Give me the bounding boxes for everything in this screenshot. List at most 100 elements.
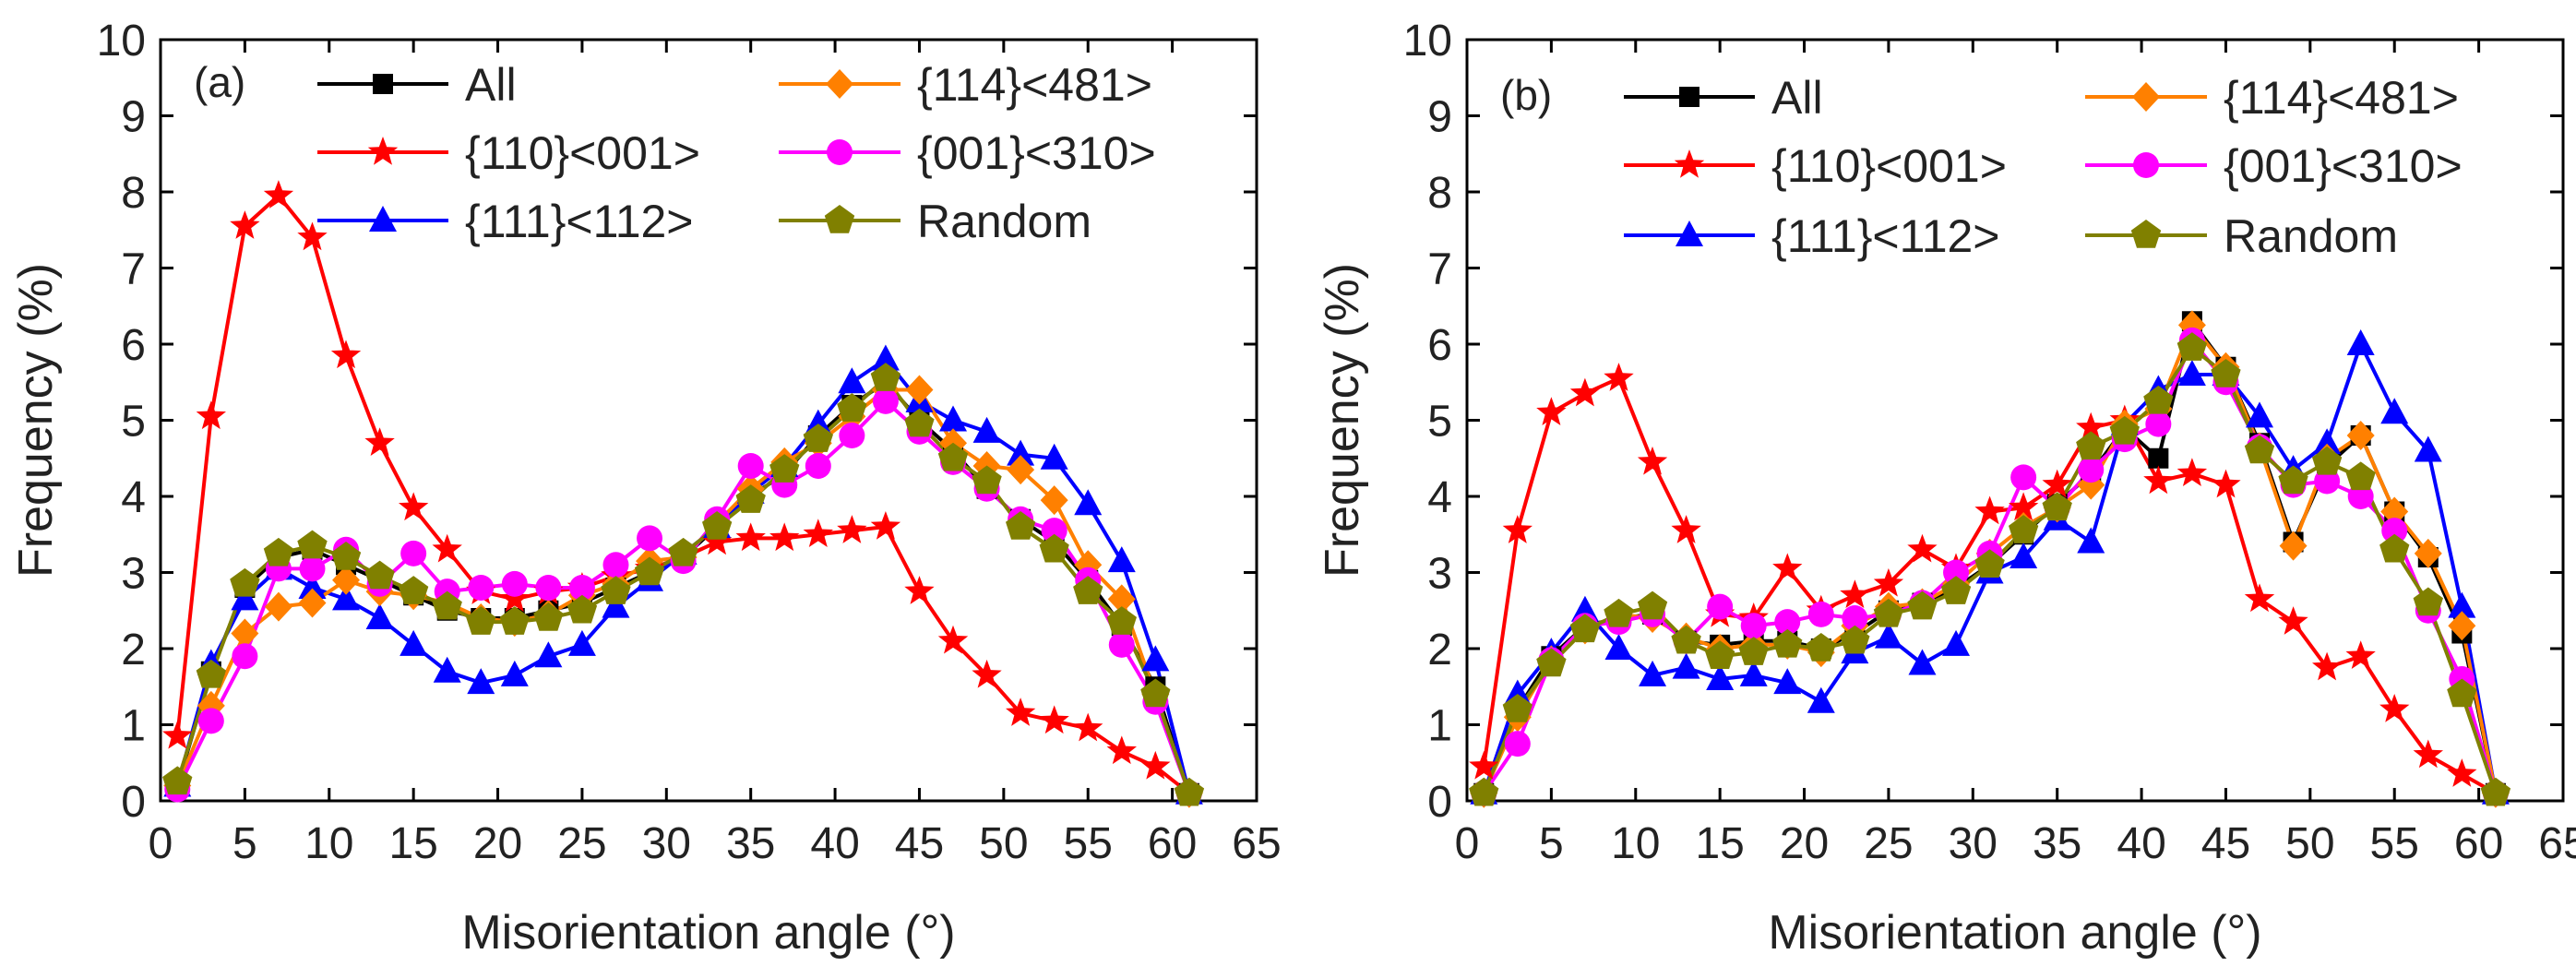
legend-marker <box>827 139 853 165</box>
x-tick-label: 45 <box>2201 819 2250 868</box>
data-point <box>972 416 1001 443</box>
legend-label: {001}<310> <box>2224 140 2463 192</box>
x-tick-label: 5 <box>233 819 257 868</box>
data-point <box>769 522 800 552</box>
data-point <box>1504 731 1531 757</box>
data-point <box>1637 446 1668 475</box>
data-point <box>500 660 529 686</box>
legend-item: All <box>317 59 517 111</box>
data-point <box>937 442 969 471</box>
data-point <box>2109 415 2140 445</box>
data-point <box>2246 401 2274 428</box>
data-point <box>1907 533 1938 563</box>
legend-marker <box>2132 82 2160 112</box>
data-point <box>2278 606 2308 635</box>
data-point <box>1707 593 1734 620</box>
data-point <box>1502 694 1532 722</box>
x-tick-label: 0 <box>149 819 173 868</box>
data-point <box>468 575 495 601</box>
x-tick-label: 30 <box>642 819 691 868</box>
data-point <box>2009 492 2039 521</box>
data-point <box>1807 686 1835 713</box>
data-point <box>2447 678 2477 708</box>
data-point <box>1873 598 1904 627</box>
data-point <box>2244 435 2275 464</box>
data-point <box>905 375 934 405</box>
data-point <box>1604 634 1633 660</box>
data-point <box>162 720 193 749</box>
y-tick-label: 6 <box>1427 321 1452 370</box>
data-point <box>2313 428 2342 455</box>
data-point <box>1806 633 1836 662</box>
series-line <box>1482 376 2497 795</box>
series-4 <box>175 399 1191 794</box>
data-point <box>330 340 362 369</box>
data-point <box>332 584 361 611</box>
data-point <box>567 629 596 656</box>
data-point <box>2414 538 2442 568</box>
data-point <box>1469 777 1499 806</box>
legend-marker <box>2133 152 2159 178</box>
data-point <box>1738 637 1769 665</box>
data-point <box>1039 533 1069 563</box>
data-point <box>1140 750 1171 780</box>
data-point <box>2345 640 2376 669</box>
data-point <box>1040 485 1068 516</box>
series-markers-4 <box>164 388 1202 806</box>
data-point <box>2312 446 2343 475</box>
series-line <box>175 376 1191 794</box>
y-tick-label: 4 <box>1427 473 1452 522</box>
data-point <box>364 560 395 590</box>
legend-label: {114}<481> <box>2224 72 2459 124</box>
legend-label: {110}<001> <box>1771 140 2007 192</box>
data-point <box>837 393 867 422</box>
data-point <box>2042 469 2072 498</box>
data-point <box>1840 579 1870 608</box>
data-point <box>232 643 258 670</box>
data-point <box>1874 622 1902 649</box>
data-point <box>2379 694 2410 722</box>
x-tick-label: 40 <box>2117 819 2165 868</box>
data-point <box>230 567 260 597</box>
legend-label: {001}<310> <box>917 127 1156 179</box>
data-point <box>1604 598 1634 627</box>
data-point <box>1107 584 1136 614</box>
data-point <box>602 591 630 618</box>
data-point <box>399 576 429 604</box>
data-point <box>2414 435 2442 462</box>
data-point <box>1739 660 1768 686</box>
data-point <box>400 629 428 656</box>
legend-label: {111}<112> <box>465 196 694 247</box>
series-2 <box>175 357 1191 794</box>
data-point <box>1940 576 1972 604</box>
legend-marker <box>1679 87 1699 107</box>
data-point <box>939 405 968 432</box>
data-point <box>2145 411 2172 437</box>
data-point <box>1106 735 1137 765</box>
data-point <box>1108 631 1135 658</box>
data-point <box>634 556 665 586</box>
x-tick-label: 65 <box>2538 819 2576 868</box>
data-point <box>1773 668 1802 695</box>
legend-marker <box>1676 221 1703 246</box>
data-point <box>972 465 1002 495</box>
data-point <box>433 656 461 683</box>
legend-label: All <box>1771 72 1823 124</box>
legend-marker <box>2130 220 2162 248</box>
data-point <box>298 588 327 618</box>
data-point <box>466 606 496 635</box>
data-point <box>2042 492 2072 521</box>
data-point <box>1637 590 1668 620</box>
y-tick-label: 9 <box>121 93 146 142</box>
y-tick-label: 3 <box>1427 550 1452 599</box>
data-point <box>2010 543 2038 568</box>
y-tick-label: 5 <box>1427 398 1452 447</box>
data-point <box>1672 652 1700 679</box>
x-tick-label: 0 <box>1455 819 1480 868</box>
data-point <box>263 537 294 567</box>
data-point <box>972 659 1002 688</box>
data-point <box>499 583 530 613</box>
data-point <box>1943 559 1970 586</box>
data-point <box>533 602 564 631</box>
